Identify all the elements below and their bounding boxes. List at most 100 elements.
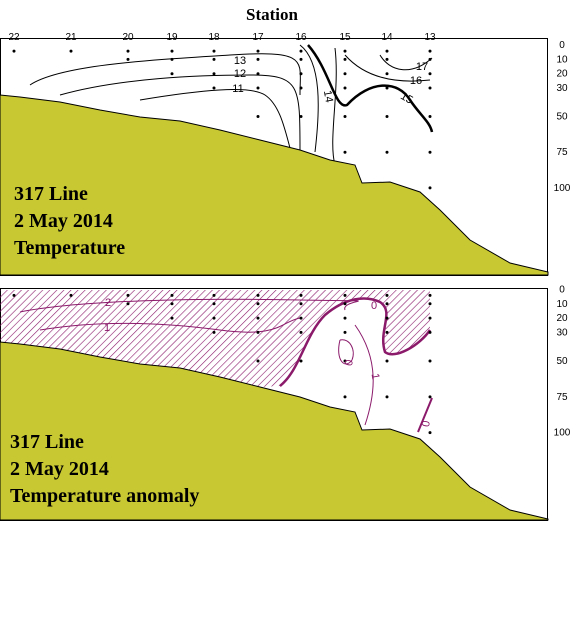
sample-point (343, 49, 347, 53)
sample-point (256, 359, 260, 363)
panel-2 (0, 288, 549, 521)
contour-label: 17 (416, 61, 428, 73)
panel-text: 2 May 2014 (14, 210, 113, 232)
sample-point (299, 57, 303, 61)
sample-point (212, 302, 216, 306)
y-tick-label: 100 (554, 428, 571, 439)
y-tick-label: 50 (556, 112, 568, 123)
sample-point (428, 86, 432, 90)
x-tick-label: 20 (122, 32, 134, 43)
contour-label: 15 (398, 90, 415, 107)
sample-point (343, 293, 347, 297)
sample-point (385, 395, 389, 399)
sample-point (256, 316, 260, 320)
sample-point (385, 150, 389, 154)
y-tick-label: 0 (559, 284, 565, 295)
y-tick-label: 75 (556, 392, 568, 403)
contour-label: 0 (371, 300, 377, 312)
sample-point (256, 293, 260, 297)
y-tick-label: 30 (556, 83, 568, 94)
chart-title: Station (246, 5, 299, 24)
sample-point (428, 186, 432, 190)
contour-label: 11 (232, 83, 243, 95)
sample-point (343, 57, 347, 61)
y-tick-label: 50 (556, 356, 568, 367)
sample-point (256, 115, 260, 119)
contour-label: 1 (369, 372, 382, 380)
panel-text: Temperature anomaly (10, 485, 199, 507)
y-tick-label: 20 (556, 313, 568, 324)
sample-point (428, 57, 432, 61)
sample-point (299, 49, 303, 53)
sample-point (428, 115, 432, 119)
x-tick-label: 22 (8, 32, 20, 43)
contour-label: 14 (321, 89, 335, 103)
sample-point (126, 57, 130, 61)
sample-point (385, 293, 389, 297)
sample-point (343, 316, 347, 320)
sample-point (428, 302, 432, 306)
sample-point (385, 86, 389, 90)
sample-point (256, 72, 260, 76)
sample-point (212, 57, 216, 61)
sample-point (428, 49, 432, 53)
sample-point (69, 293, 73, 297)
sample-point (126, 293, 130, 297)
sample-point (343, 359, 347, 363)
sample-point (170, 293, 174, 297)
sample-point (299, 302, 303, 306)
sample-point (212, 49, 216, 53)
sample-point (343, 72, 347, 76)
x-tick-label: 14 (381, 32, 393, 43)
contour-label: 16 (410, 75, 422, 87)
sample-point (428, 316, 432, 320)
sample-point (299, 359, 303, 363)
panel-text: Temperature (14, 237, 125, 259)
sample-point (385, 316, 389, 320)
sample-point (428, 150, 432, 154)
y-tick-label: 75 (556, 147, 568, 158)
y-tick-label: 0 (559, 40, 565, 51)
sample-point (385, 359, 389, 363)
sample-point (343, 115, 347, 119)
contour-label: 12 (234, 68, 246, 80)
sample-point (343, 330, 347, 334)
contour-label: 0 (419, 419, 432, 427)
sample-point (385, 302, 389, 306)
sample-point (385, 330, 389, 334)
sample-point (385, 115, 389, 119)
sample-point (428, 293, 432, 297)
sample-point (428, 395, 432, 399)
sample-point (212, 72, 216, 76)
x-tick-label: 19 (166, 32, 178, 43)
contour-label: 1 (104, 322, 110, 334)
sample-point (343, 150, 347, 154)
sample-point (212, 330, 216, 334)
sample-point (256, 302, 260, 306)
panel-text: 317 Line (10, 431, 84, 453)
sample-point (170, 72, 174, 76)
y-tick-label: 10 (556, 54, 568, 65)
sample-point (428, 431, 432, 435)
sample-point (170, 316, 174, 320)
sample-point (385, 72, 389, 76)
y-tick-label: 20 (556, 69, 568, 80)
sample-point (212, 293, 216, 297)
panel-1 (0, 38, 549, 276)
sample-point (428, 359, 432, 363)
sample-point (126, 49, 130, 53)
sample-point (12, 293, 16, 297)
x-tick-label: 16 (295, 32, 307, 43)
sample-point (343, 86, 347, 90)
contour-label: 13 (234, 55, 246, 67)
sample-point (385, 57, 389, 61)
x-tick-label: 17 (252, 32, 264, 43)
sample-point (428, 72, 432, 76)
sample-point (299, 316, 303, 320)
panel-text: 317 Line (14, 183, 88, 205)
sample-point (212, 316, 216, 320)
sample-point (299, 115, 303, 119)
sample-point (126, 302, 130, 306)
x-tick-label: 18 (208, 32, 220, 43)
